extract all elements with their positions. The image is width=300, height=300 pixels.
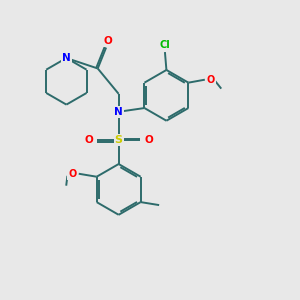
Text: O: O — [207, 75, 215, 85]
Text: Cl: Cl — [160, 40, 170, 50]
Text: O: O — [103, 36, 112, 46]
Text: O: O — [84, 135, 93, 145]
Text: O: O — [144, 135, 153, 145]
Text: S: S — [115, 135, 123, 145]
Text: O: O — [68, 169, 76, 179]
Text: N: N — [114, 107, 123, 117]
Text: N: N — [62, 53, 71, 63]
